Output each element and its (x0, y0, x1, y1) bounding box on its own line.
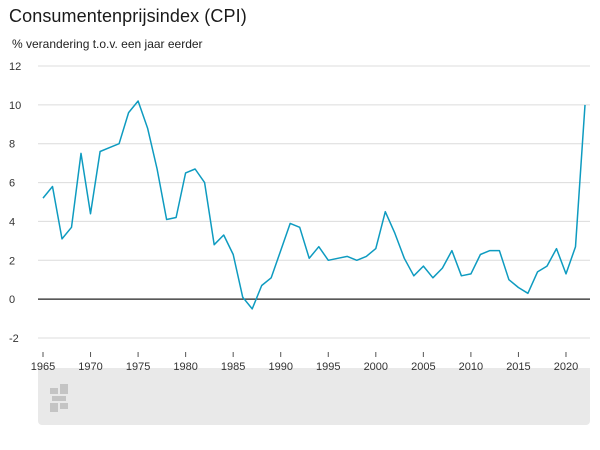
x-tick-label: 2020 (554, 361, 578, 373)
data-point[interactable] (155, 166, 160, 171)
data-point[interactable] (193, 166, 198, 171)
data-point[interactable] (421, 264, 426, 269)
data-point[interactable] (373, 246, 378, 251)
data-point[interactable] (535, 269, 540, 274)
data-point[interactable] (430, 275, 435, 280)
x-tick-label: 1970 (78, 361, 102, 373)
footer-band (38, 368, 590, 425)
x-axis-ticks: 1965 1970 1975 1980 1985 1990 1995 2000 2005 2010… (31, 352, 578, 373)
chart-subtitle: % verandering t.o.v. een jaar eerder (12, 37, 203, 51)
data-point[interactable] (183, 170, 188, 175)
x-tick-label: 1975 (126, 361, 150, 373)
cbs-logo-icon (50, 384, 68, 412)
data-point[interactable] (79, 151, 84, 156)
data-point[interactable] (554, 246, 559, 251)
x-tick-label: 2005 (411, 361, 435, 373)
data-point[interactable] (383, 209, 388, 214)
data-point[interactable] (240, 295, 245, 300)
data-point[interactable] (126, 110, 131, 115)
data-point[interactable] (364, 254, 369, 259)
data-point[interactable] (60, 236, 65, 241)
y-tick-label: 0 (9, 294, 15, 306)
data-point[interactable] (202, 180, 207, 185)
y-tick-label: 10 (9, 100, 21, 112)
y-tick-label: 4 (9, 216, 15, 228)
data-point[interactable] (392, 231, 397, 236)
data-point[interactable] (88, 211, 93, 216)
data-point[interactable] (478, 252, 483, 257)
data-point[interactable] (259, 283, 264, 288)
data-point[interactable] (278, 248, 283, 253)
data-point[interactable] (221, 233, 226, 238)
data-point[interactable] (98, 149, 103, 154)
x-tick-label: 1965 (31, 361, 55, 373)
data-point[interactable] (354, 258, 359, 263)
data-point[interactable] (440, 266, 445, 271)
x-tick-label: 1995 (316, 361, 340, 373)
x-tick-label: 1985 (221, 361, 245, 373)
series-cpi (41, 98, 588, 311)
data-point[interactable] (212, 242, 217, 247)
data-point[interactable] (525, 291, 530, 296)
data-point[interactable] (297, 225, 302, 230)
data-point[interactable] (345, 254, 350, 259)
y-axis-ticks: 12 10 8 6 4 2 0 -2 (9, 61, 21, 345)
data-point[interactable] (326, 258, 331, 263)
x-tick-label: 2000 (364, 361, 388, 373)
x-tick-label: 2010 (459, 361, 483, 373)
gridlines (38, 65, 590, 339)
data-point[interactable] (402, 256, 407, 261)
data-point[interactable] (69, 225, 74, 230)
data-point[interactable] (583, 102, 588, 107)
data-point[interactable] (50, 184, 55, 189)
data-point[interactable] (164, 217, 169, 222)
data-point[interactable] (449, 248, 454, 253)
x-tick-label: 1990 (268, 361, 292, 373)
data-point[interactable] (145, 126, 150, 131)
data-point[interactable] (411, 273, 416, 278)
data-point[interactable] (516, 285, 521, 290)
y-tick-label: 8 (9, 139, 15, 151)
data-point[interactable] (335, 256, 340, 261)
data-point[interactable] (487, 248, 492, 253)
data-point[interactable] (573, 244, 578, 249)
data-point[interactable] (563, 271, 568, 276)
chart-title: Consumentenprijsindex (CPI) (9, 6, 247, 26)
data-point[interactable] (497, 248, 502, 253)
data-point[interactable] (250, 306, 255, 311)
data-point[interactable] (288, 221, 293, 226)
data-point[interactable] (117, 141, 122, 146)
data-point[interactable] (136, 98, 141, 103)
y-tick-label: -2 (9, 333, 19, 345)
data-point[interactable] (316, 244, 321, 249)
data-point[interactable] (468, 271, 473, 276)
y-tick-label: 6 (9, 178, 15, 190)
data-point[interactable] (544, 264, 549, 269)
data-point[interactable] (269, 275, 274, 280)
data-point[interactable] (107, 145, 112, 150)
data-point[interactable] (307, 256, 312, 261)
data-point[interactable] (506, 277, 511, 282)
data-point[interactable] (459, 273, 464, 278)
series-line (42, 100, 586, 310)
x-tick-label: 2015 (506, 361, 530, 373)
x-tick-label: 1980 (173, 361, 197, 373)
data-point[interactable] (231, 252, 236, 257)
data-point[interactable] (41, 196, 46, 201)
y-tick-label: 2 (9, 255, 15, 267)
data-point[interactable] (174, 215, 179, 220)
y-tick-label: 12 (9, 61, 21, 73)
